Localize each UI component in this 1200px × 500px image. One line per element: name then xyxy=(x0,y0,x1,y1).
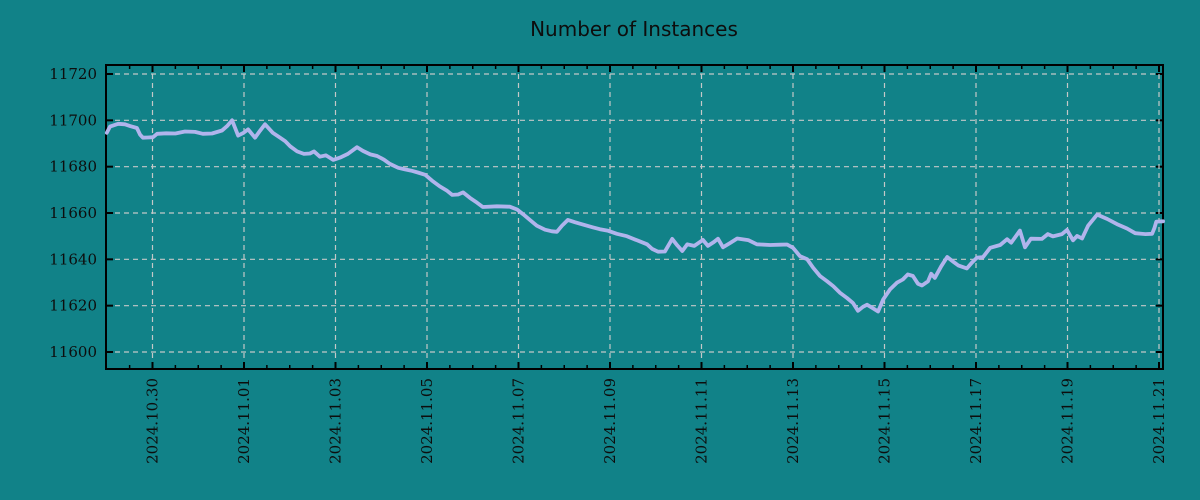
x-tick-label: 2024.11.19 xyxy=(1059,378,1077,464)
x-tick-label: 2024.11.09 xyxy=(601,378,619,464)
x-tick-label: 2024.11.03 xyxy=(327,378,345,464)
x-tick-label: 2024.11.11 xyxy=(693,378,711,464)
data-line xyxy=(104,118,1165,314)
x-tick-label: 2024.10.30 xyxy=(144,378,162,464)
y-tick-label: 11680 xyxy=(49,158,97,176)
x-tick-label: 2024.11.01 xyxy=(235,378,253,464)
y-tick-label: 11660 xyxy=(49,204,97,222)
x-tick-label: 2024.11.17 xyxy=(967,378,985,464)
x-tick-label: 2024.11.05 xyxy=(418,378,436,464)
y-tick-label: 11700 xyxy=(49,111,97,129)
y-tick-label: 11600 xyxy=(49,343,97,361)
x-tick-label: 2024.11.07 xyxy=(510,378,528,464)
plot-border xyxy=(105,64,1164,370)
y-tick-label: 11720 xyxy=(49,65,97,83)
y-tick-label: 11620 xyxy=(49,297,97,315)
x-tick-label: 2024.11.13 xyxy=(784,378,802,464)
chart-title: Number of Instances xyxy=(530,17,738,41)
y-tick-label: 11640 xyxy=(49,250,97,268)
x-tick-label: 2024.11.21 xyxy=(1150,378,1168,464)
x-tick-label: 2024.11.15 xyxy=(876,378,894,464)
